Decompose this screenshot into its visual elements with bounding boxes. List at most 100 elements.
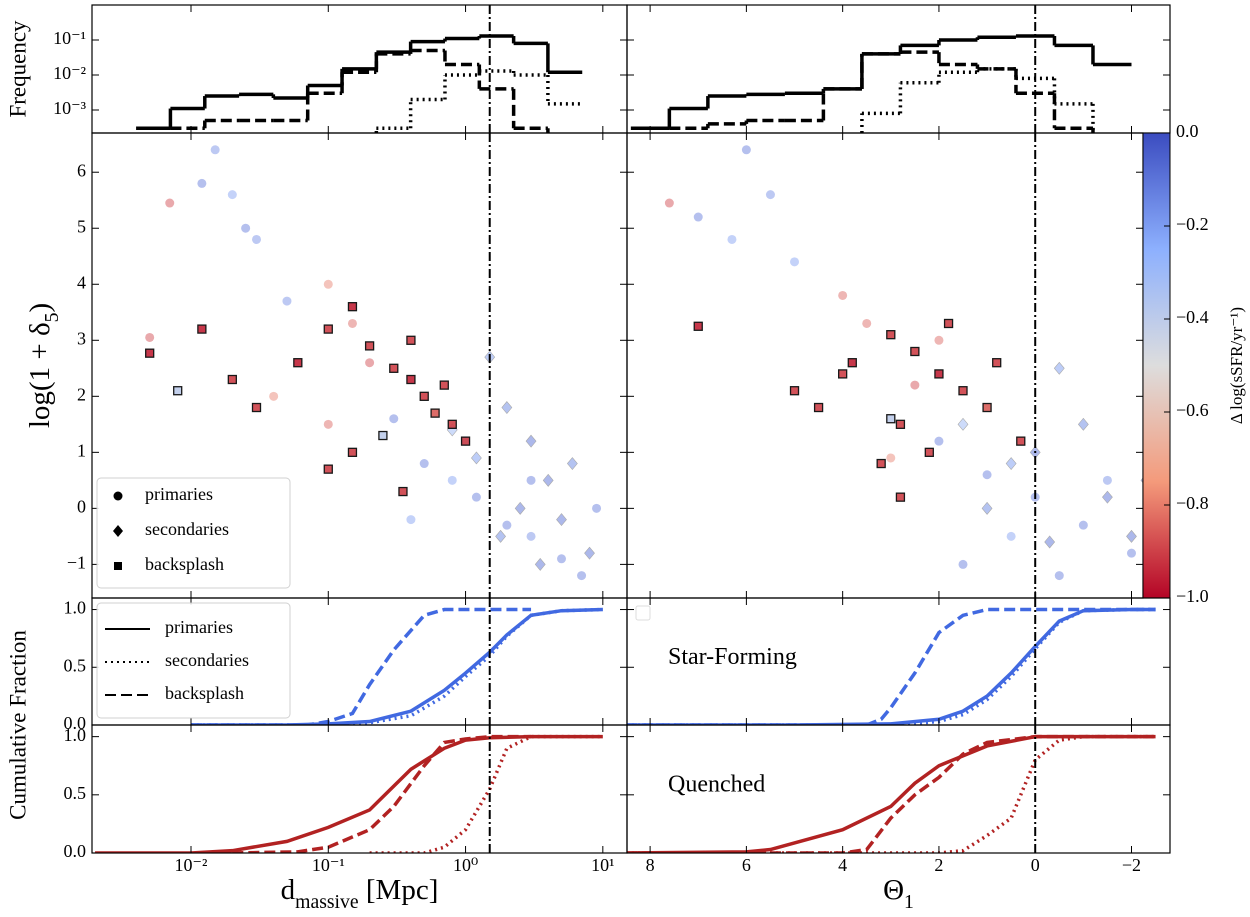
point bbox=[992, 358, 1002, 368]
axis-label: dmassive [Mpc] bbox=[281, 874, 439, 913]
point bbox=[1126, 548, 1136, 558]
y-tick-label: 3 bbox=[77, 328, 86, 348]
point bbox=[534, 557, 546, 571]
axis-label-part: massive bbox=[295, 891, 359, 913]
point bbox=[173, 386, 183, 396]
point bbox=[886, 330, 896, 340]
point bbox=[251, 402, 262, 413]
legend-label: secondaries bbox=[145, 519, 229, 539]
legend-label: backsplash bbox=[145, 554, 224, 574]
point bbox=[145, 348, 155, 358]
legend-label: primaries bbox=[145, 484, 213, 504]
annotation: Star-Forming bbox=[668, 644, 797, 670]
point bbox=[145, 332, 155, 342]
point bbox=[934, 436, 944, 446]
x-tick-label: 10⁻¹ bbox=[312, 855, 345, 875]
point bbox=[789, 386, 800, 396]
legend-label: primaries bbox=[165, 617, 233, 637]
point bbox=[439, 380, 449, 390]
colorbar-tick-label: −0.8 bbox=[1176, 493, 1209, 513]
point bbox=[1005, 457, 1017, 471]
colorbar-tick-label: −0.6 bbox=[1176, 400, 1209, 420]
point bbox=[419, 459, 429, 469]
point bbox=[1006, 531, 1016, 541]
point bbox=[542, 473, 554, 487]
point bbox=[323, 279, 333, 289]
plot-area bbox=[95, 725, 603, 853]
axis-label-part: 1 bbox=[904, 891, 914, 913]
point bbox=[525, 434, 537, 448]
point bbox=[460, 436, 471, 446]
point bbox=[982, 402, 992, 413]
x-tick-label: 8 bbox=[646, 855, 655, 875]
axis-label: Frequency bbox=[5, 20, 30, 118]
point bbox=[838, 369, 848, 379]
point bbox=[227, 374, 237, 385]
point bbox=[1102, 475, 1112, 485]
point bbox=[1102, 490, 1113, 504]
axis-label-part: d bbox=[281, 874, 296, 906]
axis-label: Θ1 bbox=[883, 874, 914, 913]
point bbox=[617, 349, 625, 357]
point bbox=[910, 346, 920, 357]
point bbox=[556, 513, 567, 527]
axis-label-part: Θ bbox=[883, 874, 904, 906]
frame bbox=[626, 724, 1171, 854]
y-tick-label: −1 bbox=[67, 553, 86, 573]
y-tick-label: 0.0 bbox=[64, 841, 87, 861]
point bbox=[252, 234, 262, 244]
y-tick-label: 1.0 bbox=[64, 725, 87, 745]
frame bbox=[626, 132, 1144, 599]
plot-area bbox=[145, 133, 602, 598]
point bbox=[1077, 417, 1089, 431]
point bbox=[693, 321, 703, 331]
point bbox=[943, 318, 954, 329]
point bbox=[982, 470, 992, 480]
point bbox=[886, 414, 896, 424]
point bbox=[895, 419, 906, 429]
point bbox=[419, 391, 429, 401]
axis-label-part: log(1 + δ bbox=[24, 322, 56, 428]
point bbox=[430, 408, 440, 418]
colorbar-label: Δ log(sSFR/yr⁻¹) bbox=[1227, 307, 1246, 424]
legend-label: backsplash bbox=[165, 683, 244, 703]
point bbox=[471, 451, 482, 465]
point bbox=[765, 190, 775, 200]
point bbox=[592, 503, 602, 513]
point bbox=[741, 145, 751, 155]
legend-box bbox=[96, 602, 291, 719]
point bbox=[514, 501, 526, 515]
x-tick-label: 10⁰ bbox=[453, 855, 478, 875]
point bbox=[447, 475, 457, 485]
plot-area bbox=[191, 598, 603, 725]
point bbox=[557, 554, 567, 564]
x-tick-label: 4 bbox=[838, 855, 847, 875]
axis-label: Cumulative Fraction bbox=[5, 630, 30, 820]
point bbox=[241, 223, 251, 233]
point bbox=[862, 318, 872, 328]
point bbox=[364, 341, 375, 351]
plot-area bbox=[630, 5, 1132, 133]
point bbox=[471, 492, 481, 502]
point bbox=[406, 335, 416, 345]
point bbox=[323, 464, 333, 474]
cumulative-line bbox=[95, 734, 603, 853]
point bbox=[197, 178, 207, 188]
x-tick-label: −2 bbox=[1122, 855, 1141, 875]
x-tick-label: 10⁻² bbox=[175, 855, 208, 875]
point bbox=[502, 520, 512, 530]
point bbox=[526, 531, 536, 541]
point bbox=[957, 417, 969, 431]
point bbox=[323, 324, 333, 334]
cumulative-line bbox=[627, 734, 1156, 853]
plot-area bbox=[627, 598, 1156, 725]
point bbox=[958, 386, 968, 396]
x-tick-label: 10¹ bbox=[591, 855, 614, 875]
y-tick-label: 1.0 bbox=[64, 598, 87, 618]
point bbox=[958, 559, 968, 569]
y-tick-label: 0.0 bbox=[64, 713, 87, 733]
y-tick-label: 10⁻³ bbox=[53, 98, 87, 118]
point bbox=[398, 486, 408, 497]
point bbox=[389, 363, 399, 373]
y-tick-label: 1 bbox=[77, 440, 86, 460]
